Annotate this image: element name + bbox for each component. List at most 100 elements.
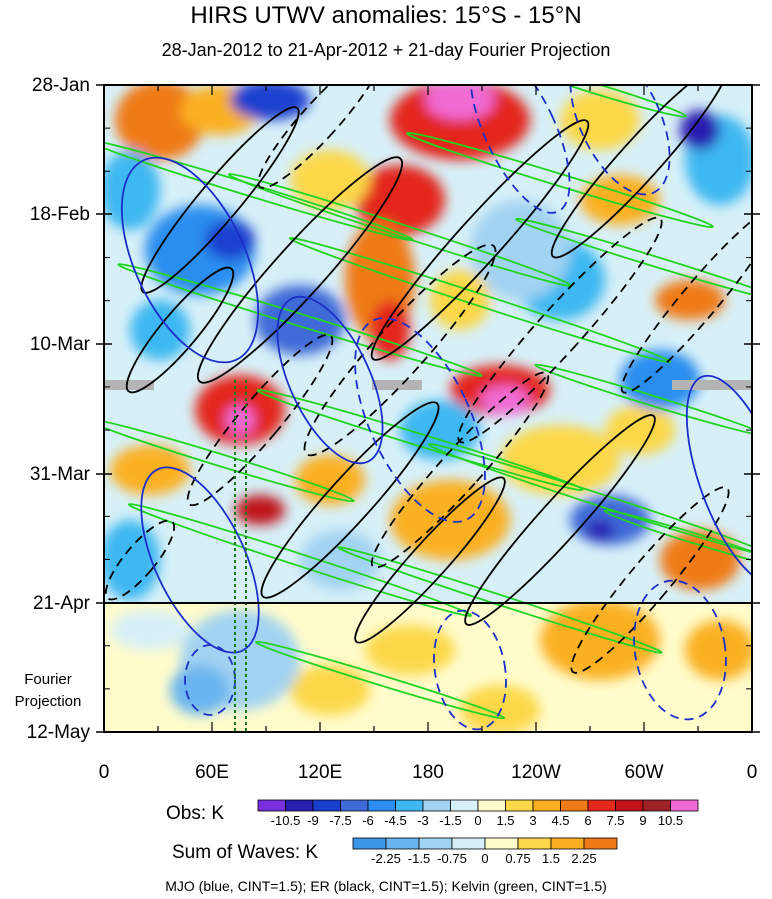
- er-contour: [140, 106, 300, 294]
- kelvin-contour: [534, 363, 752, 437]
- obs-colorbar-swatch: [587, 799, 616, 812]
- kelvin-contour: [254, 640, 506, 720]
- kelvin-contour: [127, 503, 473, 617]
- obs-colorbar-swatch: [340, 799, 369, 812]
- obs-colorbar-tick-label: 3: [529, 813, 537, 828]
- x-tick-label: 60W: [624, 762, 664, 783]
- waves-colorbar-swatch: [352, 837, 387, 850]
- mjo-contour: [633, 579, 727, 721]
- waves-colorbar-tick-label: -0.75: [437, 851, 467, 866]
- obs-colorbar-swatch: [395, 799, 424, 812]
- x-tick-label: 60E: [195, 762, 229, 783]
- y-tick-label: 31-Mar: [29, 464, 90, 485]
- obs-colorbar: [257, 799, 699, 812]
- obs-shading-layer: [104, 85, 752, 600]
- obs-colorbar-swatch: [642, 799, 671, 812]
- mjo-contour: [433, 609, 507, 731]
- obs-colorbar-tick-label: -7.5: [329, 813, 352, 828]
- obs-colorbar-tick-label: -1.5: [439, 813, 462, 828]
- obs-colorbar-swatch: [312, 799, 341, 812]
- er-contour: [186, 333, 334, 507]
- waves-colorbar-swatch: [550, 837, 585, 850]
- waves-colorbar: [352, 837, 618, 850]
- er-contour: [370, 119, 590, 361]
- obs-colorbar-swatch: [505, 799, 534, 812]
- obs-anomaly-blob: [585, 520, 615, 540]
- obs-colorbar-swatch: [285, 799, 314, 812]
- missing-data-bands: [104, 380, 752, 390]
- y-tick-label: 10-Mar: [29, 334, 90, 355]
- er-contour: [620, 206, 752, 394]
- waves-colorbar-swatch: [484, 837, 519, 850]
- obs-colorbar-tick-label: -4.5: [384, 813, 407, 828]
- er-contour: [354, 476, 506, 644]
- obs-colorbar-tick-label: -6: [362, 813, 374, 828]
- projection-anomaly-blob: [290, 665, 370, 715]
- obs-colorbar-tick-label: 4.5: [551, 813, 570, 828]
- obs-colorbar-tick-label: 10.5: [657, 813, 684, 828]
- chart-subtitle: 28-Jan-2012 to 21-Apr-2012 + 21-day Four…: [161, 40, 611, 60]
- obs-anomaly-blob: [580, 175, 660, 225]
- er-contour: [104, 519, 176, 601]
- obs-anomaly-blob: [130, 300, 190, 360]
- obs-colorbar-tick-label: -9: [307, 813, 319, 828]
- x-tick-label: 0: [98, 762, 110, 783]
- obs-colorbar-tick-label: 9: [639, 813, 647, 828]
- waves-colorbar-tick-label: -2.25: [371, 851, 401, 866]
- obs-colorbar-tick-label: 6: [584, 813, 592, 828]
- fourier-projection-label: Fourier Projection: [14, 671, 82, 710]
- x-tick-label: 120E: [297, 762, 343, 783]
- obs-anomaly-blob: [370, 300, 410, 360]
- obs-anomaly-blob: [605, 405, 675, 455]
- obs-anomaly-blob: [390, 480, 510, 560]
- mjo-contour: [354, 317, 486, 523]
- waves-colorbar-swatch: [418, 837, 453, 850]
- waves-colorbar-tick-label: 2.25: [571, 851, 597, 866]
- projection-anomaly-blob: [460, 685, 540, 732]
- kelvin-contour: [603, 509, 752, 571]
- waves-colorbar-swatch: [583, 837, 618, 850]
- y-tick-label: 21-Apr: [32, 593, 90, 614]
- projection-anomaly-blob: [365, 625, 455, 675]
- kelvin-contour: [256, 389, 584, 491]
- projection-shading-layer: [110, 603, 752, 732]
- obs-anomaly-blob: [110, 445, 190, 495]
- obs-colorbar-label: Obs: K: [166, 803, 225, 824]
- waves-colorbar-swatch: [451, 837, 486, 850]
- er-contour: [570, 486, 730, 674]
- er-contour: [260, 401, 440, 599]
- obs-anomaly-blob: [205, 220, 255, 260]
- obs-colorbar-swatch: [560, 799, 589, 812]
- kelvin-contour: [515, 217, 752, 303]
- obs-colorbar-swatch: [615, 799, 644, 812]
- obs-colorbar-tick-label: -3: [417, 813, 429, 828]
- er-contour: [550, 85, 730, 259]
- obs-anomaly-blob: [655, 280, 725, 320]
- kelvin-contour: [104, 417, 355, 503]
- waves-colorbar-label: Sum of Waves: K: [172, 842, 319, 863]
- obs-anomaly-blob: [235, 495, 285, 525]
- obs-colorbar-swatch: [670, 799, 699, 812]
- obs-colorbar-swatch: [257, 799, 286, 812]
- mjo-contour: [469, 85, 571, 214]
- mjo-contour: [120, 156, 260, 364]
- er-contour: [197, 156, 403, 384]
- kelvin-contour: [337, 546, 663, 654]
- obs-anomaly-blob: [225, 405, 255, 435]
- obs-anomaly-blob: [500, 425, 620, 495]
- y-tick-label: 28-Jan: [31, 75, 90, 96]
- waves-colorbar-tick-label: 1.5: [541, 851, 561, 866]
- kelvin-contour: [288, 237, 672, 363]
- waves-colorbar-tick-label: 0: [481, 851, 489, 866]
- x-tick-label: 180: [412, 762, 444, 783]
- er-contour: [464, 414, 656, 626]
- waves-colorbar-tick-label: 0.75: [505, 851, 531, 866]
- obs-anomaly-blob: [355, 165, 445, 235]
- obs-colorbar-swatch: [477, 799, 506, 812]
- obs-anomaly-blob: [400, 400, 480, 460]
- obs-anomaly-blob: [104, 150, 160, 230]
- obs-anomaly-blob: [425, 85, 495, 120]
- obs-anomaly-blob: [620, 350, 700, 410]
- obs-colorbar-swatch: [367, 799, 396, 812]
